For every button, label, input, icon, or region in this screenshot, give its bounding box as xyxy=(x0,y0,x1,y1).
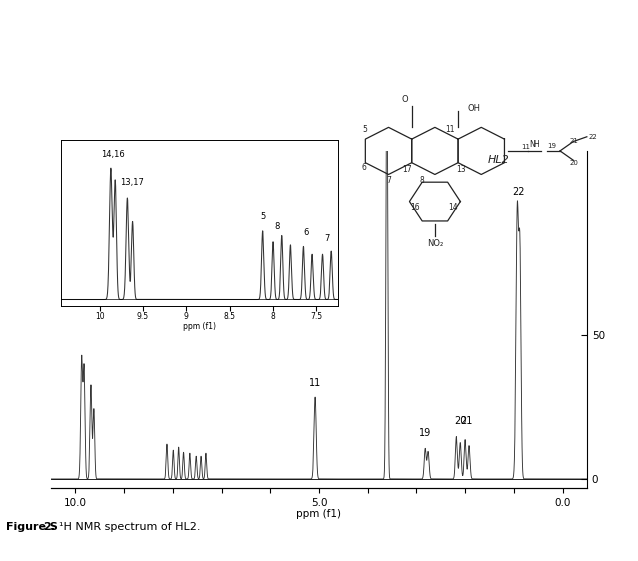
Text: 14,16: 14,16 xyxy=(101,150,125,159)
Text: Figure S: Figure S xyxy=(6,522,58,532)
Text: N: N xyxy=(529,140,535,149)
Text: H: H xyxy=(533,140,539,149)
Text: 22: 22 xyxy=(512,187,525,197)
Text: 13,17: 13,17 xyxy=(120,178,144,187)
Text: 20: 20 xyxy=(570,160,578,165)
Text: O: O xyxy=(401,95,408,104)
Text: 22: 22 xyxy=(588,134,597,140)
Text: 16: 16 xyxy=(410,203,420,212)
Text: 21: 21 xyxy=(570,139,578,145)
Text: 11: 11 xyxy=(521,144,530,150)
Text: 14: 14 xyxy=(448,203,457,212)
Text: OH: OH xyxy=(468,104,480,113)
Text: 21: 21 xyxy=(460,416,472,426)
Text: 19: 19 xyxy=(419,428,431,438)
Text: 11: 11 xyxy=(445,125,455,134)
X-axis label: ppm (f1): ppm (f1) xyxy=(297,509,341,519)
Text: HL2: HL2 xyxy=(487,155,509,165)
Text: 7: 7 xyxy=(324,234,330,243)
Text: 13: 13 xyxy=(456,165,466,174)
Text: 5: 5 xyxy=(260,213,265,222)
Text: 17: 17 xyxy=(403,165,412,174)
Text: 7: 7 xyxy=(386,176,391,185)
Text: 6: 6 xyxy=(303,228,309,237)
Text: 8: 8 xyxy=(420,176,424,185)
Text: 8: 8 xyxy=(274,222,279,231)
Text: NO₂: NO₂ xyxy=(427,240,443,249)
Text: 2.: 2. xyxy=(43,522,56,532)
Text: 19: 19 xyxy=(547,142,556,149)
Text: 11: 11 xyxy=(309,378,321,388)
Text: ¹H NMR spectrum of HL2.: ¹H NMR spectrum of HL2. xyxy=(52,522,201,532)
X-axis label: ppm (f1): ppm (f1) xyxy=(183,323,216,332)
Text: 5: 5 xyxy=(362,125,367,134)
Text: 6: 6 xyxy=(362,163,367,172)
Text: 20: 20 xyxy=(454,416,466,426)
